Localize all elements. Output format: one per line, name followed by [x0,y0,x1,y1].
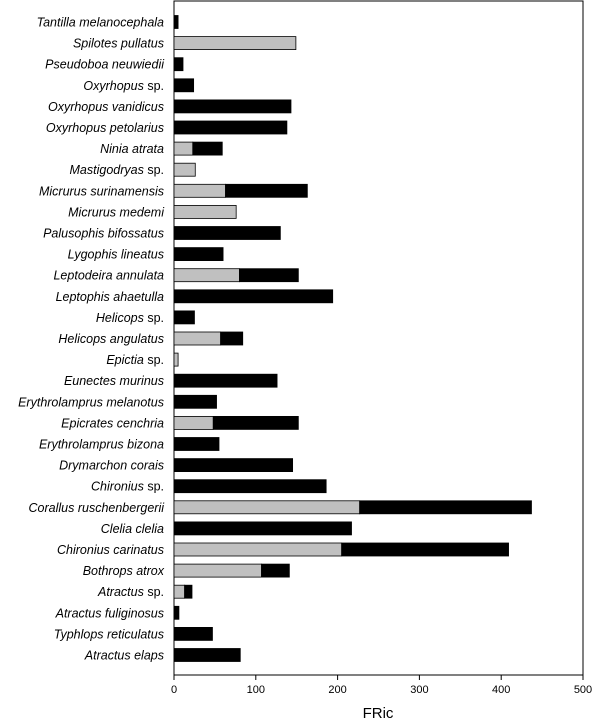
category-label: Epicrates cenchria [61,416,164,430]
bar-segment-1-row-8 [173,162,196,177]
x-tick-label: 0 [171,684,177,696]
bar-segment-2-row-5 [173,99,292,114]
bar-segment-1-row-24 [173,500,361,515]
bar-segment-2-row-23 [173,479,327,494]
category-label: Micrurus medemi [68,205,165,219]
category-label: Eunectes murinus [64,374,164,388]
category-label: Erythrolamprus bizona [39,438,164,452]
bar-segment-2-row-27 [261,563,290,578]
bar-segment-2-row-28 [184,584,193,599]
bar-segment-2-row-29 [173,605,180,620]
bar-segment-2-row-19 [173,394,217,409]
category-label: Clelia clelia [101,522,164,536]
x-tick-label: 400 [492,684,510,696]
category-label: Spilotes pullatus [73,37,164,51]
bar-segment-2-row-1 [173,15,179,29]
category-labels: Tantilla melanocephala Spilotes pullatus P… [18,16,165,663]
bar-segment-2-row-13 [239,268,299,283]
bar-segment-2-row-25 [173,521,352,536]
bar-segment-1-row-26 [173,542,343,557]
category-label: Oxyrhopus petolarius [46,121,164,135]
x-axis-title: FRic [363,705,394,722]
category-label: Micrurus surinamensis [39,184,164,198]
bar-segment-2-row-6 [173,120,288,135]
bar-segment-2-row-22 [173,458,294,473]
bar-segment-1-row-7 [173,141,194,156]
bar-segment-2-row-7 [192,141,223,156]
bar-segment-1-row-16 [173,331,222,346]
bar-segment-2-row-9 [225,183,308,198]
category-label: Oxyrhopus sp. [83,79,164,93]
bar-segment-1-row-27 [173,563,262,578]
category-label: Helicops angulatus [58,332,164,346]
category-label: Corallus ruschenbergerii [29,501,166,515]
bar-segment-2-row-16 [220,331,244,346]
bar-segment-2-row-14 [173,289,334,304]
bar-segment-1-row-20 [173,415,214,430]
bar-segment-1-row-17 [173,352,179,367]
category-label: Ninia atrata [100,142,164,156]
bar-segment-1-row-10 [173,204,237,219]
category-label: Atractus fuliginosus [55,606,164,620]
category-label: Leptodeira annulata [53,269,164,283]
bar-segment-2-row-11 [173,226,281,240]
bar-segment-2-row-3 [173,57,184,72]
x-tick-label: 200 [328,684,346,696]
bar-segment-2-row-21 [173,437,220,451]
bar-segment-2-row-31 [173,648,241,662]
bar-segment-1-row-9 [173,183,226,198]
category-label: Leptophis ahaetulla [56,290,164,304]
bar-segment-2-row-20 [212,415,299,430]
bars-group [173,15,532,662]
bar-segment-2-row-24 [359,500,532,515]
bar-segment-2-row-4 [173,78,195,93]
bar-segment-2-row-18 [173,373,278,388]
bar-segment-1-row-2 [173,36,297,50]
bar-segment-1-row-13 [173,268,240,283]
bar-segment-2-row-15 [173,310,195,325]
x-tick-label: 100 [247,684,265,696]
category-label: Oxyrhopus vanidicus [48,100,164,114]
category-label: Drymarchon corais [59,459,164,473]
category-label: Chironius sp. [91,480,164,494]
category-label: Typhlops reticulatus [54,627,164,641]
category-label: Pseudoboa neuwiedii [45,58,165,72]
bar-segment-2-row-12 [173,247,224,262]
category-label: Atractus elaps [84,649,164,663]
category-label: Erythrolamprus melanotus [18,395,164,409]
x-axis: 0 100 200 300 400 500 [171,675,592,696]
category-label: Palusophis bifossatus [43,227,164,241]
x-tick-label: 300 [410,684,428,696]
category-label: Chironius carinatus [57,543,164,557]
bar-segment-1-row-28 [173,584,186,599]
category-label: Atractus sp. [97,585,164,599]
category-label: Mastigodryas sp. [70,163,165,177]
category-label: Helicops sp. [96,311,164,325]
category-label: Bothrops atrox [83,564,165,578]
category-label: Lygophis lineatus [68,248,164,262]
x-tick-label: 500 [574,684,592,696]
bar-segment-2-row-30 [173,627,213,641]
bar-segment-2-row-26 [341,542,509,557]
category-label: Tantilla melanocephala [37,16,164,30]
category-label: Epictia sp. [106,353,164,367]
